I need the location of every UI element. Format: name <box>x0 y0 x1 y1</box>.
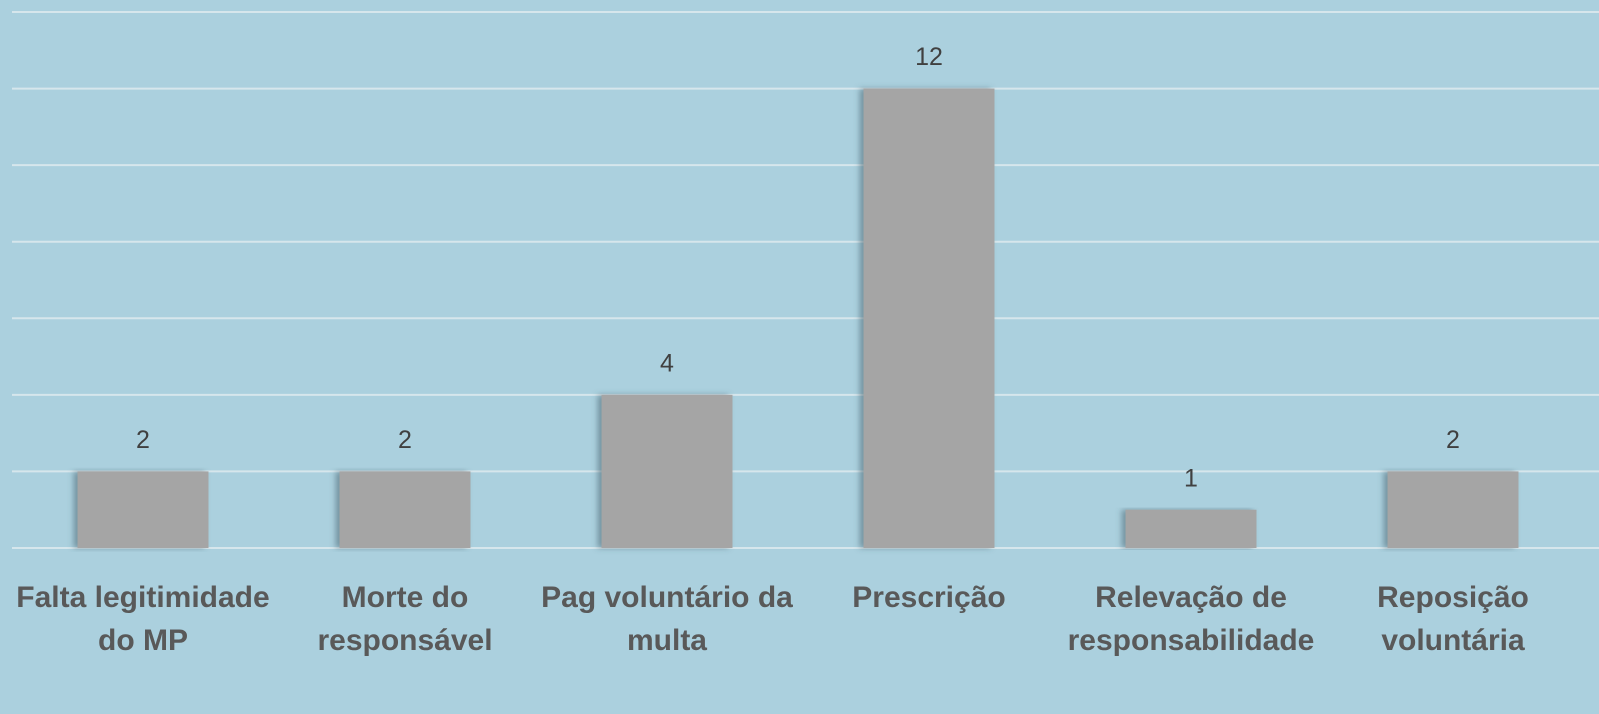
x-tick-label: Falta legitimidade do MP <box>16 581 270 657</box>
bar <box>77 471 209 548</box>
bar <box>863 88 995 549</box>
data-label: 4 <box>660 349 674 377</box>
data-label: 12 <box>915 43 943 71</box>
x-tick-label: Pag voluntário da multa <box>541 581 793 657</box>
data-label: 2 <box>1446 426 1460 454</box>
bar <box>1125 509 1257 548</box>
data-label: 2 <box>398 426 412 454</box>
x-tick-label: Reposição voluntária <box>1377 581 1529 657</box>
x-tick-label: Morte do responsável <box>317 581 493 657</box>
data-label: 2 <box>136 426 150 454</box>
bar <box>601 394 733 548</box>
x-tick-label: Prescrição <box>852 581 1006 614</box>
data-label: 1 <box>1184 464 1198 492</box>
x-tick-label: Relevação de responsabilidade <box>1067 581 1315 657</box>
bar <box>339 471 471 548</box>
bar <box>1387 471 1519 548</box>
